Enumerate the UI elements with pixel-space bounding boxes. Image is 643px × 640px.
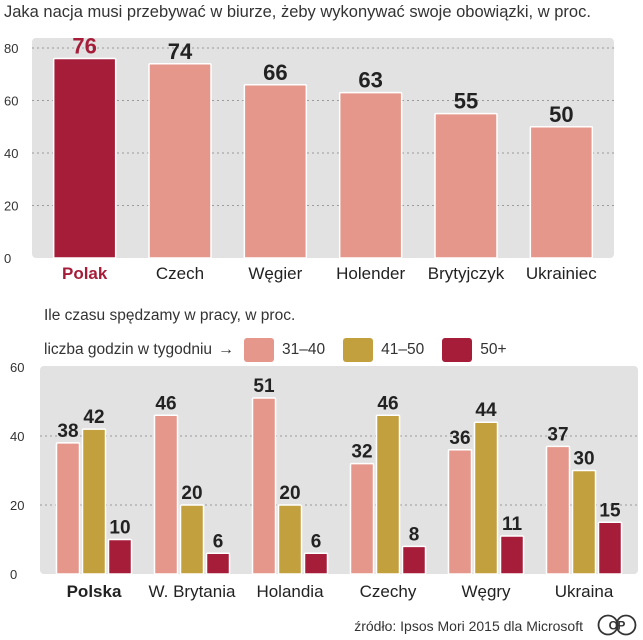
bar-brytyjczyk	[434, 112, 498, 259]
cp-logo-icon: CP	[597, 614, 637, 636]
bar-value-label: 20	[181, 483, 202, 504]
legend-arrow-icon: →	[218, 341, 235, 358]
bar-value-label: 50	[549, 102, 573, 127]
legend-swatch-50-plus	[442, 338, 473, 362]
y-tick-label: 20	[4, 199, 18, 214]
x-category-label: Ukraina	[555, 582, 614, 601]
bar-holandia-s1	[277, 504, 303, 575]
y-tick-label: 0	[10, 567, 17, 582]
y-tick-label: 40	[10, 429, 24, 444]
bar-ukraina-s2	[597, 521, 623, 575]
bar-value-label: 51	[253, 376, 275, 397]
legend-label-41-50: 41–50	[381, 341, 425, 358]
chart1-office-presence: 0 20 40 60 80 76 Polak 74 Czech 66 Węgier 63 Holende…	[4, 34, 614, 283]
bar-value-label: 10	[109, 518, 130, 539]
chart2-legend: liczba godzin w tygodniu → 31–40 41–50 5…	[44, 338, 525, 362]
bar-value-label: 66	[263, 60, 287, 85]
bar-w-brytania-s1	[179, 504, 205, 575]
bar-w-gry-s2	[499, 535, 525, 575]
y-tick-label: 40	[4, 146, 18, 161]
chart2-title: Ile czasu spędzamy w pracy, w proc.	[44, 307, 296, 324]
bar-value-label: 6	[213, 531, 224, 552]
y-tick-label: 60	[10, 360, 24, 375]
x-category-label: Holandia	[256, 582, 324, 601]
bar-w-brytania-s0	[153, 414, 179, 575]
legend-swatch-31-40	[244, 338, 275, 362]
bar-ukraina-s0	[545, 445, 571, 575]
legend-label-31-40: 31–40	[282, 341, 326, 358]
bar-value-label: 55	[454, 89, 478, 114]
x-category-label: Węgier	[248, 264, 302, 283]
bar-czechy-s1	[375, 414, 401, 575]
bar-value-label: 46	[155, 393, 176, 414]
x-category-label: Ukrainiec	[526, 264, 597, 283]
bar-value-label: 8	[409, 524, 420, 545]
y-tick-label: 60	[4, 94, 18, 109]
bar-value-label: 38	[57, 421, 78, 442]
bar-value-label: 44	[475, 400, 497, 421]
x-category-label: Brytyjczyk	[428, 264, 505, 283]
plot-area-1	[32, 38, 614, 258]
bar-value-label: 6	[311, 531, 322, 552]
x-category-label: Czech	[156, 264, 204, 283]
bar-value-label: 20	[279, 483, 300, 504]
chart1-title: Jaka nacja musi przebywać w biurze, żeby…	[4, 3, 591, 21]
bar-value-label: 36	[449, 428, 470, 449]
bar-value-label: 32	[351, 442, 372, 463]
y-tick-label: 80	[4, 41, 18, 56]
bar-polska-s1	[81, 428, 107, 575]
bar-holandia-s2	[303, 552, 329, 575]
x-category-label: Węgry	[461, 582, 511, 601]
bar-holandia-s0	[251, 397, 277, 575]
legend-swatch-41-50	[343, 338, 374, 362]
bar-value-label: 15	[599, 500, 621, 521]
bar-czechy-s2	[401, 545, 427, 575]
bar-w-gry-s1	[473, 421, 499, 575]
bar-value-label: 74	[168, 39, 193, 64]
x-category-label: Czechy	[360, 582, 417, 601]
bar-value-label: 11	[502, 514, 523, 535]
bar-value-label: 46	[377, 393, 398, 414]
y-tick-label: 20	[10, 498, 24, 513]
bar-w-gry-s0	[447, 449, 473, 575]
bar-w-brytania-s2	[205, 552, 231, 575]
bar-węgier	[243, 84, 308, 259]
bar-czech	[148, 63, 212, 259]
x-category-label: Polak	[62, 264, 108, 283]
bar-value-label: 37	[547, 424, 568, 445]
legend-label-50-plus: 50+	[480, 341, 507, 358]
y-tick-label: 0	[4, 251, 11, 266]
cp-logo-text: CP	[609, 619, 626, 633]
x-category-label: Holender	[336, 264, 405, 283]
x-category-label: W. Brytania	[149, 582, 236, 601]
bar-polak	[52, 57, 117, 259]
source-note: źródło: Ipsos Mori 2015 dla Microsoft	[354, 618, 583, 634]
x-category-label: Polska	[67, 582, 122, 601]
bar-ukrainiec	[529, 126, 594, 259]
legend-title: liczba godzin w tygodniu	[44, 341, 213, 358]
bar-polska-s0	[55, 442, 81, 575]
bar-ukraina-s1	[571, 469, 597, 575]
bar-polska-s2	[107, 538, 133, 575]
bar-value-label: 63	[358, 68, 382, 93]
bar-holender	[338, 91, 403, 259]
bar-value-label: 30	[573, 449, 594, 470]
bar-czechy-s0	[349, 462, 375, 575]
bar-value-label: 42	[83, 407, 104, 428]
bar-value-label: 76	[72, 34, 96, 59]
